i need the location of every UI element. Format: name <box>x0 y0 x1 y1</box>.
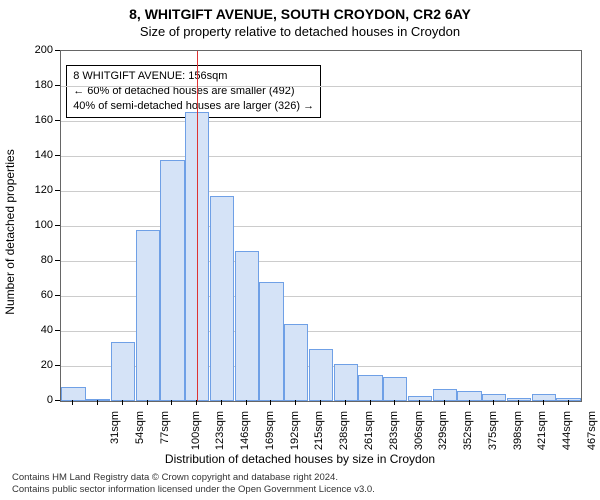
footer-line-2: Contains public sector information licen… <box>12 484 375 496</box>
xtick-label: 146sqm <box>239 411 251 450</box>
bar <box>358 375 382 401</box>
bar <box>433 389 457 401</box>
xtick-mark <box>122 400 123 405</box>
ytick-mark <box>55 190 60 191</box>
xtick-label: 54sqm <box>134 411 146 444</box>
ytick-mark <box>55 400 60 401</box>
ytick-label: 40 <box>3 324 53 336</box>
bar <box>160 160 184 402</box>
ytick-label: 160 <box>3 114 53 126</box>
xtick-label: 261sqm <box>363 411 375 450</box>
ytick-mark <box>55 365 60 366</box>
bar <box>284 324 308 401</box>
page-subtitle: Size of property relative to detached ho… <box>0 22 600 39</box>
xtick-mark <box>171 400 172 405</box>
page-title: 8, WHITGIFT AVENUE, SOUTH CROYDON, CR2 6… <box>0 0 600 22</box>
ytick-label: 80 <box>3 254 53 266</box>
marker-line <box>197 51 198 401</box>
xtick-label: 444sqm <box>561 411 573 450</box>
x-axis-label: Distribution of detached houses by size … <box>0 452 600 466</box>
ytick-label: 20 <box>3 359 53 371</box>
bar <box>383 377 407 402</box>
xtick-mark <box>246 400 247 405</box>
xtick-mark <box>493 400 494 405</box>
ytick-mark <box>55 330 60 331</box>
bar <box>457 391 481 402</box>
xtick-mark <box>568 400 569 405</box>
xtick-mark <box>320 400 321 405</box>
xtick-label: 467sqm <box>586 411 598 450</box>
footer-attribution: Contains HM Land Registry data © Crown c… <box>12 472 375 496</box>
ytick-mark <box>55 155 60 156</box>
xtick-mark <box>394 400 395 405</box>
bar <box>136 230 160 402</box>
xtick-label: 375sqm <box>487 411 499 450</box>
gridline <box>61 226 581 227</box>
ytick-label: 140 <box>3 149 53 161</box>
gridline <box>61 86 581 87</box>
xtick-mark <box>370 400 371 405</box>
ytick-mark <box>55 260 60 261</box>
bar <box>111 342 135 402</box>
xtick-label: 306sqm <box>413 411 425 450</box>
ytick-mark <box>55 120 60 121</box>
xtick-label: 31sqm <box>109 411 121 444</box>
ytick-mark <box>55 225 60 226</box>
bar <box>61 387 85 401</box>
ytick-mark <box>55 295 60 296</box>
xtick-mark <box>518 400 519 405</box>
xtick-label: 352sqm <box>462 411 474 450</box>
ytick-mark <box>55 85 60 86</box>
xtick-label: 421sqm <box>536 411 548 450</box>
plot-area: 8 WHITGIFT AVENUE: 156sqm ← 60% of detac… <box>60 50 582 402</box>
xtick-label: 215sqm <box>314 411 326 450</box>
gridline <box>61 191 581 192</box>
bar <box>259 282 283 401</box>
ytick-label: 60 <box>3 289 53 301</box>
xtick-label: 283sqm <box>388 411 400 450</box>
bar <box>334 364 358 401</box>
ytick-mark <box>55 50 60 51</box>
xtick-mark <box>444 400 445 405</box>
xtick-mark <box>196 400 197 405</box>
ytick-label: 0 <box>3 394 53 406</box>
ytick-label: 200 <box>3 44 53 56</box>
bar <box>556 398 580 402</box>
annotation-box: 8 WHITGIFT AVENUE: 156sqm ← 60% of detac… <box>66 65 321 118</box>
bar <box>235 251 259 402</box>
xtick-label: 169sqm <box>264 411 276 450</box>
footer-line-1: Contains HM Land Registry data © Crown c… <box>12 472 375 484</box>
bar <box>210 196 234 401</box>
annotation-line-1: 8 WHITGIFT AVENUE: 156sqm <box>73 69 314 84</box>
xtick-label: 398sqm <box>512 411 524 450</box>
xtick-mark <box>419 400 420 405</box>
xtick-label: 238sqm <box>338 411 350 450</box>
chart-container: 8, WHITGIFT AVENUE, SOUTH CROYDON, CR2 6… <box>0 0 600 500</box>
xtick-label: 192sqm <box>289 411 301 450</box>
xtick-label: 329sqm <box>437 411 449 450</box>
ytick-label: 100 <box>3 219 53 231</box>
bar <box>309 349 333 402</box>
xtick-mark <box>147 400 148 405</box>
gridline <box>61 121 581 122</box>
gridline <box>61 156 581 157</box>
xtick-mark <box>270 400 271 405</box>
xtick-mark <box>543 400 544 405</box>
xtick-label: 123sqm <box>215 411 227 450</box>
bar <box>532 394 556 401</box>
xtick-mark <box>221 400 222 405</box>
xtick-mark <box>469 400 470 405</box>
xtick-label: 100sqm <box>190 411 202 450</box>
xtick-mark <box>345 400 346 405</box>
xtick-mark <box>295 400 296 405</box>
xtick-label: 77sqm <box>159 411 171 444</box>
xtick-mark <box>97 400 98 405</box>
ytick-label: 180 <box>3 79 53 91</box>
ytick-label: 120 <box>3 184 53 196</box>
xtick-mark <box>72 400 73 405</box>
